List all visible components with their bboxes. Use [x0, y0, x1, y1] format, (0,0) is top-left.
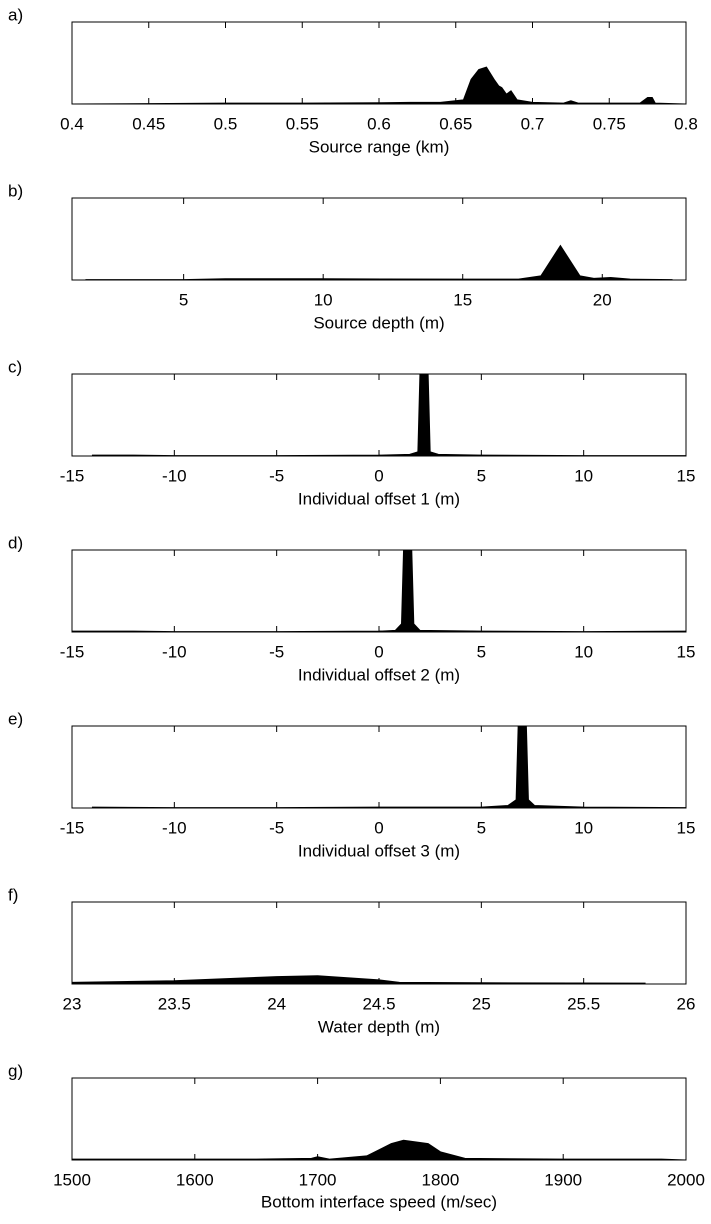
x-tick-label: 23.5: [158, 994, 191, 1013]
x-axis-label: Individual offset 3 (m): [298, 841, 460, 860]
panel-label: a): [8, 5, 23, 24]
x-axis-label: Individual offset 1 (m): [298, 489, 460, 508]
density-area: [71, 975, 646, 985]
x-tick-label: 2000: [667, 1170, 705, 1189]
density-area: [91, 373, 687, 457]
plot-frame: [71, 549, 687, 633]
x-tick-label: 24: [267, 994, 286, 1013]
x-tick-label: 10: [574, 642, 593, 661]
x-tick-label: 10: [574, 818, 593, 837]
x-tick-label: -5: [269, 466, 284, 485]
x-tick-label: 15: [677, 818, 696, 837]
x-tick-label: 1900: [544, 1170, 582, 1189]
x-tick-label: 1700: [299, 1170, 337, 1189]
x-tick-label: -10: [162, 466, 187, 485]
x-tick-label: 0.4: [60, 114, 84, 133]
density-area: [71, 549, 687, 633]
x-tick-label: 15: [677, 466, 696, 485]
density-area: [71, 1139, 687, 1161]
x-tick-label: 0.75: [593, 114, 626, 133]
x-tick-label: 0.7: [521, 114, 545, 133]
panel-label: g): [8, 1061, 23, 1080]
x-tick-label: 1600: [176, 1170, 214, 1189]
plot-frame: [71, 21, 687, 105]
plot-frame: [71, 373, 687, 457]
x-tick-label: -15: [60, 818, 85, 837]
x-axis-label: Water depth (m): [318, 1017, 440, 1036]
x-tick-label: 5: [179, 290, 188, 309]
x-tick-label: 10: [314, 290, 333, 309]
x-tick-label: 0.45: [132, 114, 165, 133]
plot-frame: [71, 197, 687, 281]
x-tick-label: 15: [453, 290, 472, 309]
x-tick-label: 5: [477, 466, 486, 485]
x-tick-label: 23: [63, 994, 82, 1013]
plot-frame: [71, 1077, 687, 1161]
x-tick-label: 0.5: [214, 114, 238, 133]
x-tick-label: 25.5: [567, 994, 600, 1013]
x-tick-label: 26: [677, 994, 696, 1013]
x-tick-label: -5: [269, 818, 284, 837]
x-tick-label: 10: [574, 466, 593, 485]
x-tick-label: 0.55: [286, 114, 319, 133]
panel-label: f): [8, 885, 18, 904]
panel-label: d): [8, 533, 23, 552]
density-area: [71, 66, 687, 105]
x-tick-label: 5: [477, 818, 486, 837]
x-axis-label: Individual offset 2 (m): [298, 665, 460, 684]
x-tick-label: 0.65: [439, 114, 472, 133]
panel-label: b): [8, 181, 23, 200]
panel-label: e): [8, 709, 23, 728]
x-tick-label: -10: [162, 818, 187, 837]
plot-frame: [71, 901, 687, 985]
x-tick-label: 1800: [421, 1170, 459, 1189]
x-tick-label: 5: [477, 642, 486, 661]
x-tick-label: -5: [269, 642, 284, 661]
x-axis-label: Source depth (m): [313, 313, 444, 332]
density-area: [91, 725, 687, 809]
x-tick-label: -15: [60, 642, 85, 661]
x-tick-label: 0: [374, 818, 383, 837]
panel-label: c): [8, 357, 22, 376]
x-tick-label: 15: [677, 642, 696, 661]
x-tick-label: 0: [374, 466, 383, 485]
density-area: [85, 244, 673, 281]
x-tick-label: 0.8: [674, 114, 698, 133]
x-tick-label: 0.6: [367, 114, 391, 133]
x-tick-label: -10: [162, 642, 187, 661]
x-tick-label: 0: [374, 642, 383, 661]
x-axis-label: Source range (km): [309, 137, 450, 156]
x-tick-label: 20: [593, 290, 612, 309]
plot-frame: [71, 725, 687, 809]
x-tick-label: 25: [472, 994, 491, 1013]
x-tick-label: 24.5: [362, 994, 395, 1013]
x-tick-label: -15: [60, 466, 85, 485]
x-tick-label: 1500: [53, 1170, 91, 1189]
x-axis-label: Bottom interface speed (m/sec): [261, 1192, 497, 1211]
